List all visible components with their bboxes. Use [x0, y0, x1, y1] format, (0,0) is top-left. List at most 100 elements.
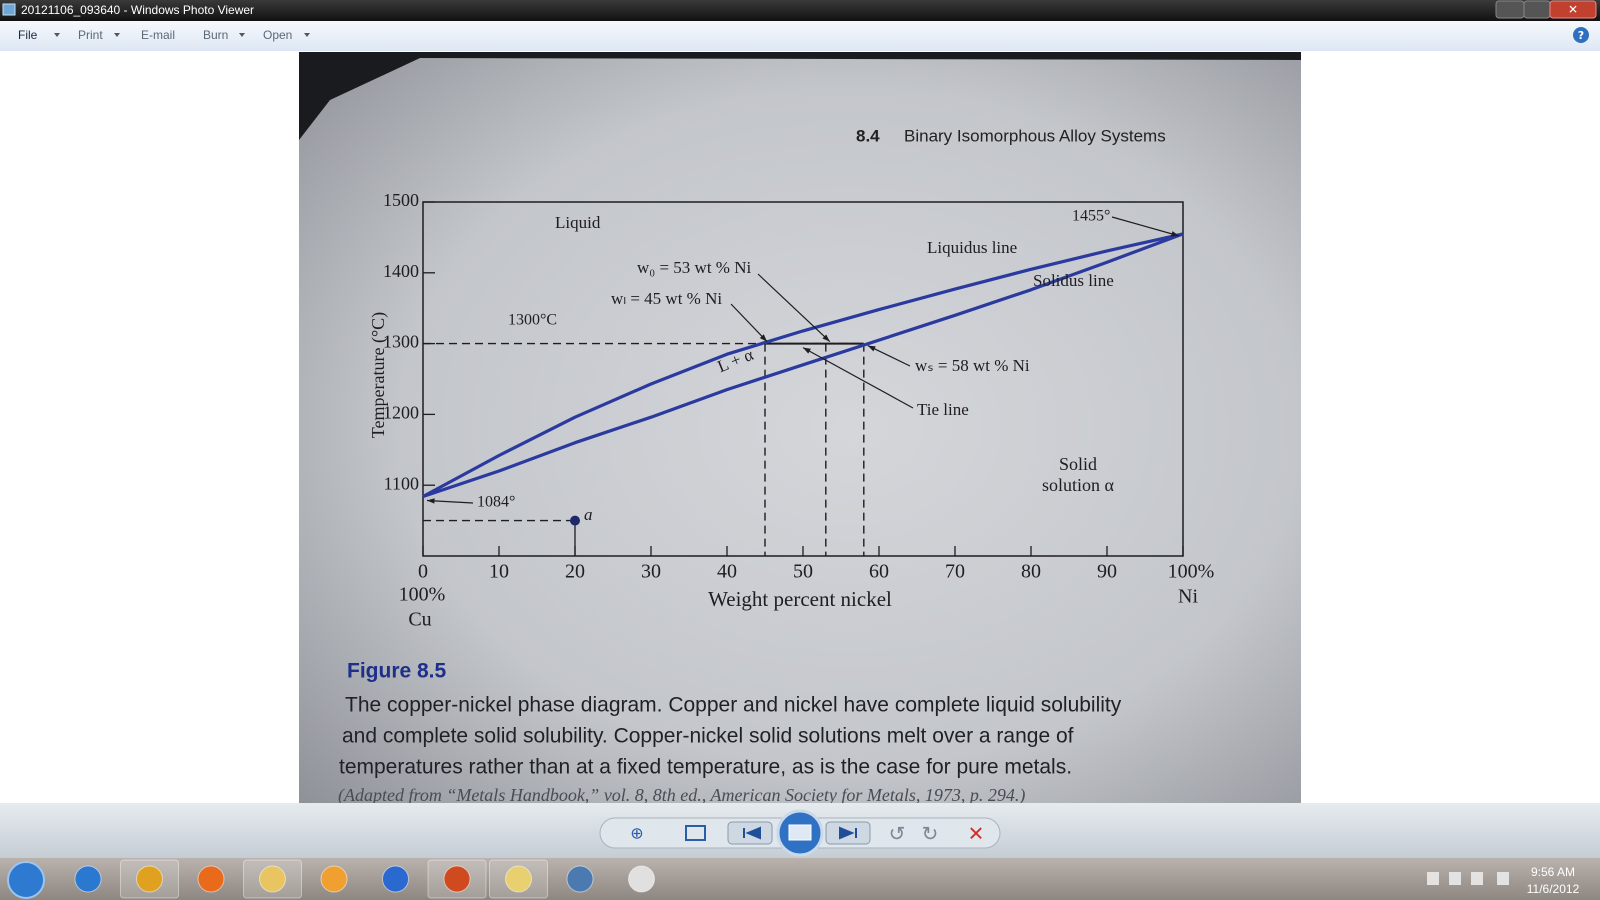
annotation: wₛ = 58 wt % Ni [915, 356, 1030, 375]
photo-shadow [299, 52, 1301, 140]
menu-bar [0, 21, 1600, 51]
caption-line: The copper-nickel phase diagram. Copper … [345, 694, 1122, 717]
dropdown-arrow [304, 33, 310, 37]
annotation: Cu [408, 609, 431, 631]
fit-button[interactable] [685, 825, 706, 841]
menu-item[interactable]: Burn [203, 28, 228, 42]
caption-line: and complete solid solubility. Copper-ni… [342, 725, 1074, 748]
x-tick-label: 100% [1168, 561, 1215, 583]
y-tick-label: 1400 [383, 261, 419, 281]
previous-glyph [743, 826, 761, 840]
phase-boundary [422, 232, 1184, 498]
slideshow-glyph [788, 824, 812, 841]
rotate-left-button[interactable]: ↺ [889, 822, 906, 846]
taskbar-icon[interactable] [382, 865, 409, 893]
taskbar-icon[interactable] [136, 865, 163, 893]
taskbar-icon[interactable] [505, 865, 532, 893]
annotation: 100% [399, 584, 446, 606]
annotation: 1084° [477, 494, 515, 511]
taskbar-icon[interactable] [443, 865, 471, 893]
annotation: 1300°C [508, 312, 557, 329]
x-tick-label: 80 [1021, 561, 1041, 583]
tray-icon[interactable] [1497, 872, 1509, 885]
leader-line [1111, 216, 1180, 237]
annotation: Solid [1059, 454, 1097, 474]
x-tick-label: 50 [793, 561, 813, 583]
taskbar-icon[interactable] [259, 865, 286, 893]
app-icon [2, 3, 16, 16]
dropdown-arrow [54, 33, 60, 37]
x-tick-label: 70 [945, 561, 965, 583]
taskbar-icon[interactable] [566, 865, 594, 893]
y-tick-label: 1100 [384, 473, 419, 493]
taskbar-icon[interactable] [197, 865, 225, 893]
section-title: Binary Isomorphous Alloy Systems [904, 126, 1166, 145]
x-tick-label: 30 [641, 561, 661, 583]
leader-arrow [803, 347, 811, 354]
annotation: Ni [1178, 586, 1198, 608]
help-glyph: ? [1578, 29, 1584, 42]
taskbar-icon[interactable] [320, 865, 348, 893]
leader-arrow [427, 498, 435, 504]
start-button[interactable] [7, 861, 45, 899]
clock-date: 11/6/2012 [1527, 882, 1580, 896]
leader-line [730, 303, 768, 343]
series-label: Liquidus line [927, 238, 1017, 257]
menu-item[interactable]: Print [78, 28, 103, 42]
caption: The copper-nickel phase diagram. Copper … [339, 694, 1122, 779]
menu: File Print E-mail Burn Open [18, 28, 310, 42]
taskbar-icon[interactable] [74, 865, 102, 893]
tray-icon[interactable] [1471, 872, 1483, 885]
maximize-button[interactable] [1523, 0, 1551, 19]
point-marker [570, 515, 580, 526]
x-tick-label: 20 [565, 561, 585, 583]
rotate-right-button[interactable]: ↻ [922, 822, 939, 846]
paper [299, 52, 1301, 803]
caption-line: temperatures rather than at a fixed temp… [339, 756, 1072, 779]
figure-label: Figure 8.5 [347, 660, 447, 683]
dropdown-arrow [239, 33, 245, 37]
leader-arrow [1171, 231, 1179, 237]
x-tick-label: 40 [717, 561, 737, 583]
leader-line [757, 273, 831, 343]
y-tick-label: 1200 [383, 403, 419, 423]
title-bar [0, 0, 1600, 21]
close-button[interactable] [1549, 0, 1597, 19]
y-axis-title: Temperature (°C) [368, 312, 389, 438]
menu-item[interactable]: E-mail [141, 28, 175, 42]
menu-item[interactable]: File [18, 28, 38, 42]
y-tick-label: 1500 [383, 190, 419, 210]
section-number: 8.4 [856, 126, 880, 145]
zoom-button[interactable]: ⊕ [630, 824, 643, 843]
tray-icon[interactable] [1427, 872, 1439, 885]
leader-line [867, 345, 911, 367]
annotation: Liquid [555, 213, 601, 232]
close-glyph: ✕ [1568, 3, 1578, 17]
leader-line [426, 499, 474, 504]
taskbar [0, 858, 1600, 900]
annotation: a [584, 505, 593, 524]
help-button[interactable] [1573, 27, 1589, 43]
tray-icon[interactable] [1449, 872, 1461, 885]
series-label: Solidus line [1033, 271, 1114, 290]
x-tick-label: 60 [869, 561, 889, 583]
delete-button[interactable]: ✕ [968, 822, 985, 846]
taskbar-icons [74, 859, 1509, 899]
annotation: w₀ = 53 wt % Ni [637, 258, 751, 277]
leader-arrow [822, 334, 830, 342]
dropdown-arrow [114, 33, 120, 37]
phase-diagram: 0 10 20 30 40 50 60 70 80 90 100% 1100 1200 1300 1400 1… [368, 190, 1214, 630]
minimize-button[interactable] [1495, 0, 1525, 19]
x-tick-label: 10 [489, 561, 509, 583]
annotation: 1455° [1072, 208, 1110, 225]
annotation: wₗ = 45 wt % Ni [611, 289, 722, 308]
leader-line [802, 347, 914, 409]
x-tick-label: 90 [1097, 561, 1117, 583]
photo: 0 10 20 30 40 50 60 70 80 90 100% 1100 1200 1300 1400 1… [299, 52, 1301, 803]
x-axis-title: Weight percent nickel [708, 587, 892, 611]
annotation: solution α [1042, 475, 1115, 495]
menu-item[interactable]: Open [263, 28, 292, 42]
taskbar-icon[interactable] [628, 865, 655, 893]
